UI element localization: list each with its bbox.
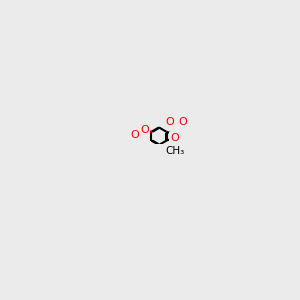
Text: O: O: [170, 133, 179, 143]
Text: CH₃: CH₃: [166, 146, 185, 156]
Text: O: O: [140, 125, 149, 135]
Text: O: O: [178, 117, 187, 127]
Text: O: O: [130, 130, 139, 140]
Text: O: O: [166, 117, 174, 127]
